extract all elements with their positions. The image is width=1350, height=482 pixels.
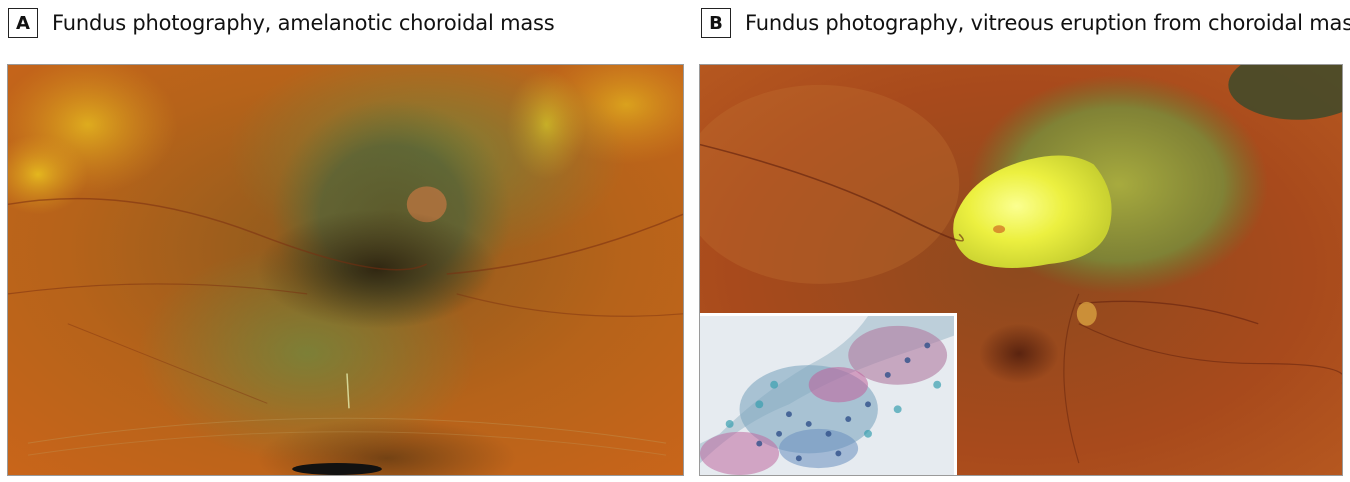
- figure-panel-a: A Fundus photography, amelanotic choroid…: [7, 8, 684, 476]
- panel-a-caption: Fundus photography, amelanotic choroidal…: [52, 11, 555, 35]
- panel-b-letter-label: B: [701, 8, 731, 38]
- panel-a-caption-row: A Fundus photography, amelanotic choroid…: [8, 8, 555, 38]
- panel-b-caption: Fundus photography, vitreous eruption fr…: [745, 11, 1350, 35]
- histology-inset: [700, 313, 957, 475]
- panel-a-letter-label: A: [8, 8, 38, 38]
- panel-a-fundus-photo: [7, 64, 684, 476]
- panel-b-fundus-photo: [699, 64, 1343, 476]
- figure-panel-b: B Fundus photography, vitreous eruption …: [697, 0, 1350, 482]
- panel-b-caption-row: B Fundus photography, vitreous eruption …: [701, 8, 1350, 38]
